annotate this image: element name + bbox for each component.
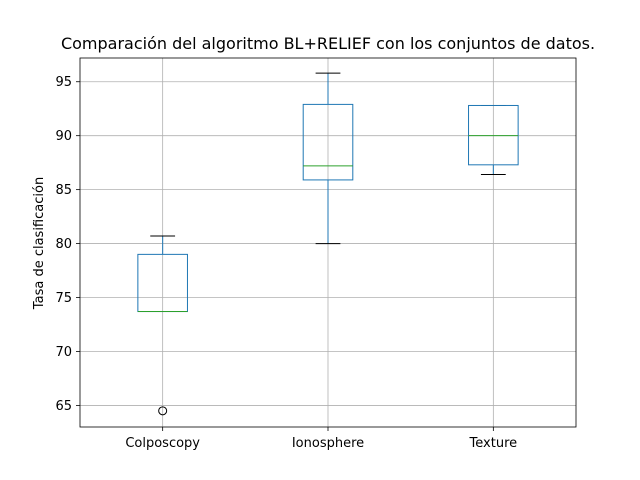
box-texture (468, 104, 519, 176)
y-tick-label: 95 (55, 75, 72, 90)
box-colposcopy (137, 235, 188, 416)
axes: 65 70 75 80 85 90 95 Colposcopy Ionosphere Textur… (55, 57, 577, 451)
x-tick-label: Colposcopy (125, 436, 200, 451)
iqr-box (468, 104, 519, 166)
x-tick-label: Ionosphere (292, 436, 364, 451)
iqr-box (302, 103, 354, 181)
plot-area (137, 72, 519, 416)
chart-title: Comparación del algoritmo BL+RELIEF con … (61, 34, 595, 53)
y-tick-label: 85 (55, 183, 72, 198)
y-tick-label: 75 (55, 291, 72, 306)
y-tick-label: 90 (55, 129, 72, 144)
x-tick-label: Texture (469, 436, 518, 451)
y-tick-label: 70 (55, 345, 72, 360)
axes-frame (79, 57, 577, 428)
outlier-point (158, 406, 168, 416)
y-axis-label: Tasa de clasificación (32, 177, 47, 310)
box-ionosphere (302, 72, 354, 245)
y-tick-label: 65 (55, 399, 72, 414)
y-tick-label: 80 (55, 237, 72, 252)
